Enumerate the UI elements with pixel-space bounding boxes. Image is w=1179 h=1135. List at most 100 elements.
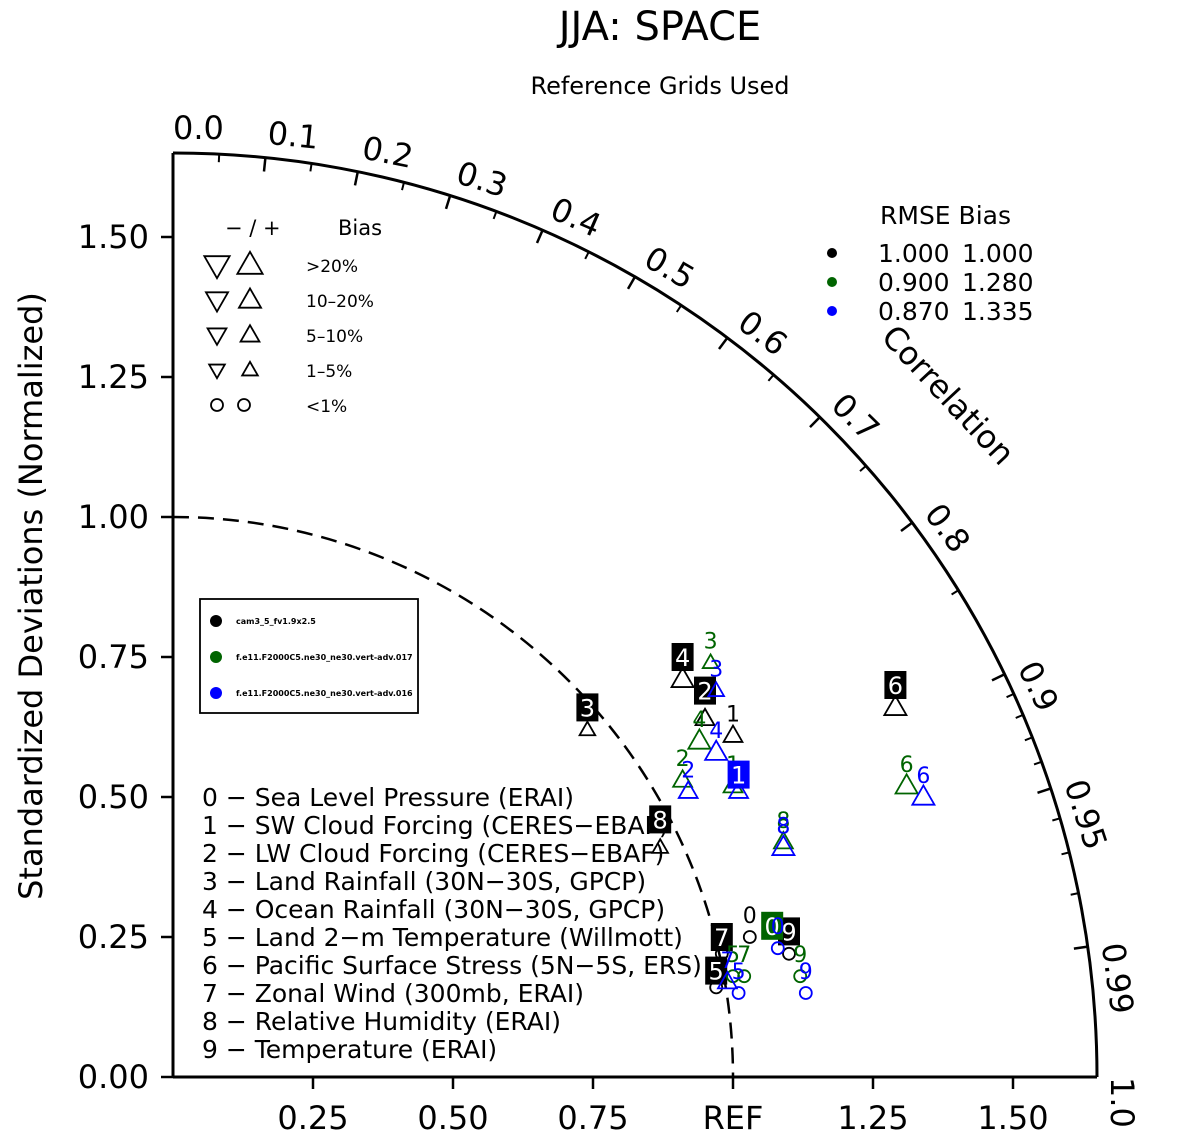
- stats-legend-bias: 1.000: [962, 239, 1034, 268]
- variable-legend-item: 5 − Land 2−m Temperature (Willmott): [202, 923, 683, 952]
- case-legend-name: cam3_5_fv1.9x2.5: [236, 617, 316, 626]
- bias-legend-down-triangle-icon: [207, 363, 227, 380]
- bias-legend-down-triangle-icon: [204, 291, 230, 314]
- data-point-label-box: [694, 676, 716, 705]
- data-point-label: 8: [653, 806, 668, 834]
- data-point-label: 4: [692, 708, 706, 733]
- data-point-label: 2: [676, 747, 690, 772]
- bias-legend-sign-header: − / +: [225, 216, 281, 240]
- data-point-triangle: [677, 779, 700, 799]
- variable-legend-item: 3 − Land Rainfall (30N−30S, GPCP): [202, 867, 646, 896]
- stats-legend-dot: [827, 248, 837, 258]
- data-point-label: 1: [726, 702, 740, 727]
- chart-subtitle: Reference Grids Used: [530, 72, 789, 100]
- case-legend-name: f.e11.F2000C5.ne30_ne30.vert-adv.016: [236, 689, 413, 698]
- bias-legend-header: Bias: [338, 216, 382, 240]
- chart-title: JJA: SPACE: [556, 4, 762, 50]
- y-tick-label: 0.00: [78, 1058, 149, 1096]
- data-point-triangle: [772, 830, 795, 850]
- y-axis-label: Standardized Deviations (Normalized): [12, 292, 50, 900]
- data-point-circle: [770, 941, 785, 956]
- data-point-label: 9: [781, 918, 796, 946]
- data-point-label: 2: [681, 758, 695, 783]
- variable-legend-item: 8 − Relative Humidity (ERAI): [202, 1007, 561, 1036]
- ref-tick-label: REF: [703, 1099, 764, 1135]
- bias-legend-circle-icon: [210, 398, 224, 412]
- x-tick-label: 0.25: [277, 1099, 348, 1135]
- stats-legend-rmse: 0.900: [878, 268, 950, 297]
- bias-legend-up-triangle-icon: [235, 249, 265, 275]
- data-point-triangle: [722, 723, 744, 743]
- data-point-triangle: [910, 783, 936, 806]
- data-point-circle: [782, 946, 796, 961]
- data-point-label-box: [778, 917, 800, 946]
- variable-legend-item: 2 − LW Cloud Forcing (CERES−EBAF): [202, 839, 664, 868]
- bias-legend-up-triangle-icon: [240, 360, 260, 377]
- stats-legend-rmse: 1.000: [878, 239, 950, 268]
- correlation-minor-tick: [1061, 851, 1070, 856]
- data-point-label: 3: [580, 694, 595, 722]
- stats-legend-bias: 1.335: [962, 297, 1034, 326]
- case-legend-dot: [210, 687, 222, 699]
- data-point-triangle: [650, 837, 670, 854]
- data-point-triangle: [694, 706, 716, 727]
- data-point-label: 7: [737, 943, 751, 968]
- data-point-circle: [742, 930, 757, 944]
- correlation-tick-mark: [809, 416, 821, 429]
- case-legend-name: f.e11.F2000C5.ne30_ne30.vert-adv.017: [236, 653, 413, 662]
- data-point-label: 7: [720, 949, 734, 974]
- y-tick-label: 1.50: [78, 218, 149, 256]
- x-tick-label: 1.50: [977, 1099, 1048, 1135]
- stats-legend-dot: [827, 277, 837, 287]
- data-point-label: 0: [765, 913, 780, 941]
- stats-legend-header: RMSE Bias: [880, 201, 1011, 230]
- variable-legend-item: 4 − Ocean Rainfall (30N−30S, GPCP): [202, 895, 665, 924]
- data-point-circle: [737, 969, 752, 984]
- correlation-tick-label: 0.7: [824, 386, 887, 449]
- data-point-circle: [798, 986, 813, 1000]
- data-point-label-box: [671, 643, 694, 671]
- data-point-triangle: [727, 779, 750, 799]
- correlation-tick-label: 0.0: [173, 109, 224, 147]
- stats-legend-bias: 1.280: [962, 268, 1034, 297]
- correlation-minor-tick: [951, 589, 959, 596]
- data-point-label: 1: [731, 762, 746, 790]
- correlation-minor-tick: [1033, 760, 1042, 766]
- bias-legend-circle-icon: [237, 398, 251, 412]
- correlation-minor-tick: [309, 163, 313, 172]
- data-point-label: 0: [743, 904, 757, 929]
- data-point-triangle: [706, 680, 726, 697]
- data-point-label: 6: [888, 672, 903, 700]
- correlation-tick-label: 0.1: [266, 114, 320, 157]
- y-tick-label: 0.50: [78, 778, 149, 816]
- correlation-tick-label: 0.6: [731, 303, 795, 364]
- correlation-minor-tick: [1052, 817, 1061, 822]
- data-point-triangle: [670, 666, 696, 688]
- data-point-label: 4: [709, 719, 723, 744]
- data-point-label-box: [727, 760, 750, 789]
- y-tick-label: 1.00: [78, 498, 149, 536]
- correlation-minor-tick: [767, 374, 775, 382]
- y-tick-label: 0.25: [78, 918, 149, 956]
- correlation-tick-label: 0.95: [1057, 775, 1115, 855]
- bias-legend-row-label: 10–20%: [306, 292, 374, 312]
- data-point-label: 4: [675, 644, 690, 672]
- data-point-triangle: [770, 834, 796, 856]
- case-legend-box: [199, 598, 419, 714]
- case-legend-dot: [210, 651, 222, 663]
- correlation-tick-mark: [1037, 787, 1052, 795]
- correlation-tick-mark: [991, 673, 1006, 682]
- variable-legend-item: 9 − Temperature (ERAI): [202, 1035, 497, 1064]
- data-point-label-box: [649, 805, 672, 834]
- bias-legend-row-label: >20%: [306, 257, 358, 277]
- correlation-minor-tick: [675, 304, 683, 313]
- correlation-minor-tick: [1024, 736, 1033, 742]
- bias-legend-row-label: <1%: [306, 397, 347, 417]
- case-legend-dot: [210, 615, 222, 627]
- data-point-label: 3: [709, 658, 723, 683]
- data-point-triangle: [894, 772, 920, 795]
- correlation-minor-tick: [492, 211, 498, 220]
- data-point-label: 3: [704, 630, 718, 655]
- data-point-triangle: [882, 694, 908, 716]
- data-point-triangle: [716, 970, 739, 990]
